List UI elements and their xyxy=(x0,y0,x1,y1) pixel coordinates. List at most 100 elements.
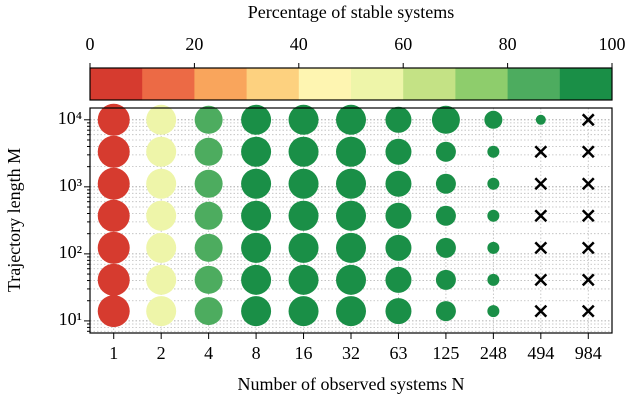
bubble xyxy=(487,209,500,222)
bubble xyxy=(484,110,503,129)
bubble xyxy=(241,104,272,135)
bubble xyxy=(435,205,456,226)
missing-cross xyxy=(581,209,595,223)
bubble xyxy=(194,137,223,166)
bubble xyxy=(146,232,177,263)
bubble xyxy=(336,200,366,231)
missing-cross xyxy=(581,145,595,159)
colorbar-swatch xyxy=(194,68,248,100)
bubble xyxy=(288,296,319,327)
y-tick-label: 10² xyxy=(59,242,82,262)
bubble xyxy=(385,170,412,197)
bubble xyxy=(97,167,130,200)
x-axis-label: Number of observed systems N xyxy=(238,374,465,394)
x-tick-label: 32 xyxy=(342,343,360,363)
bubble xyxy=(97,135,130,168)
bubble xyxy=(336,296,366,327)
missing-cross xyxy=(581,304,595,318)
bubble xyxy=(487,241,500,254)
bubble xyxy=(241,200,272,231)
x-tick-label: 248 xyxy=(480,343,507,363)
colorbar-swatch xyxy=(142,68,195,100)
bubble xyxy=(194,265,223,294)
x-tick-label: 1 xyxy=(109,343,118,363)
x-tick-label: 494 xyxy=(527,343,554,363)
bubble xyxy=(385,298,412,325)
bubble xyxy=(194,169,223,198)
bubble xyxy=(385,234,412,261)
x-tick-label: 2 xyxy=(157,343,166,363)
missing-cross xyxy=(534,209,548,223)
bubble xyxy=(288,264,319,295)
bubble xyxy=(241,168,272,199)
bubble xyxy=(431,105,460,134)
bubble xyxy=(288,168,319,199)
missing-cross xyxy=(581,273,595,287)
bubble xyxy=(288,136,319,167)
bubble xyxy=(241,296,272,327)
bubble xyxy=(435,141,456,162)
colorbar-tick-label: 20 xyxy=(185,34,203,54)
bubble xyxy=(97,263,130,296)
colorbar-swatch xyxy=(455,68,509,100)
colorbar-frame xyxy=(89,67,613,101)
colorbar-tick-label: 40 xyxy=(290,34,308,54)
y-axis-label: Trajectory length M xyxy=(4,148,24,292)
colorbar-swatch xyxy=(403,68,456,100)
missing-cross xyxy=(534,145,548,159)
missing-cross xyxy=(534,177,548,191)
bubble xyxy=(194,105,223,134)
bubble xyxy=(385,138,412,165)
x-tick-label: 4 xyxy=(204,343,213,363)
bubble xyxy=(288,232,319,263)
bubble xyxy=(385,106,412,133)
bubble xyxy=(97,231,130,264)
colorbar-tick-label: 80 xyxy=(499,34,517,54)
bubble xyxy=(146,264,177,295)
colorbar-tick-label: 100 xyxy=(599,34,626,54)
missing-cross xyxy=(581,113,595,127)
missing-cross xyxy=(534,273,548,287)
bubble xyxy=(194,201,223,230)
bubble xyxy=(435,237,456,258)
y-tick-label: 10³ xyxy=(59,175,83,195)
x-tick-label: 125 xyxy=(432,343,459,363)
bubble xyxy=(487,145,500,158)
bubble xyxy=(146,200,177,231)
x-tick-label: 984 xyxy=(575,343,602,363)
bubble xyxy=(97,199,130,232)
bubble xyxy=(435,269,456,290)
bubble xyxy=(288,200,319,231)
bubble xyxy=(435,173,456,194)
bubble xyxy=(487,273,500,286)
y-tick-label: 10¹ xyxy=(59,309,82,329)
bubble xyxy=(336,104,366,135)
bubble xyxy=(385,266,412,293)
bubble xyxy=(146,168,177,199)
colorbar-swatch xyxy=(559,68,613,100)
bubble xyxy=(97,103,130,136)
colorbar-swatch xyxy=(246,68,300,100)
bubble xyxy=(385,202,412,229)
missing-cross xyxy=(534,304,548,318)
bubble xyxy=(194,233,223,262)
bubble xyxy=(336,232,366,263)
colorbar-tick-label: 60 xyxy=(394,34,412,54)
bubble xyxy=(146,104,177,135)
bubble xyxy=(336,264,366,295)
colorbar-swatch xyxy=(90,68,143,100)
colorbar-swatch xyxy=(507,68,561,100)
bubble xyxy=(146,136,177,167)
bubble xyxy=(194,297,223,326)
bubble xyxy=(241,232,272,263)
bubble xyxy=(535,114,546,125)
bubble xyxy=(336,136,366,167)
bubble xyxy=(146,296,177,327)
plot-frame xyxy=(89,107,613,334)
missing-cross xyxy=(581,241,595,255)
bubble xyxy=(97,295,130,328)
x-tick-label: 16 xyxy=(295,343,313,363)
y-tick-label: 10⁴ xyxy=(58,108,82,128)
missing-cross xyxy=(534,241,548,255)
